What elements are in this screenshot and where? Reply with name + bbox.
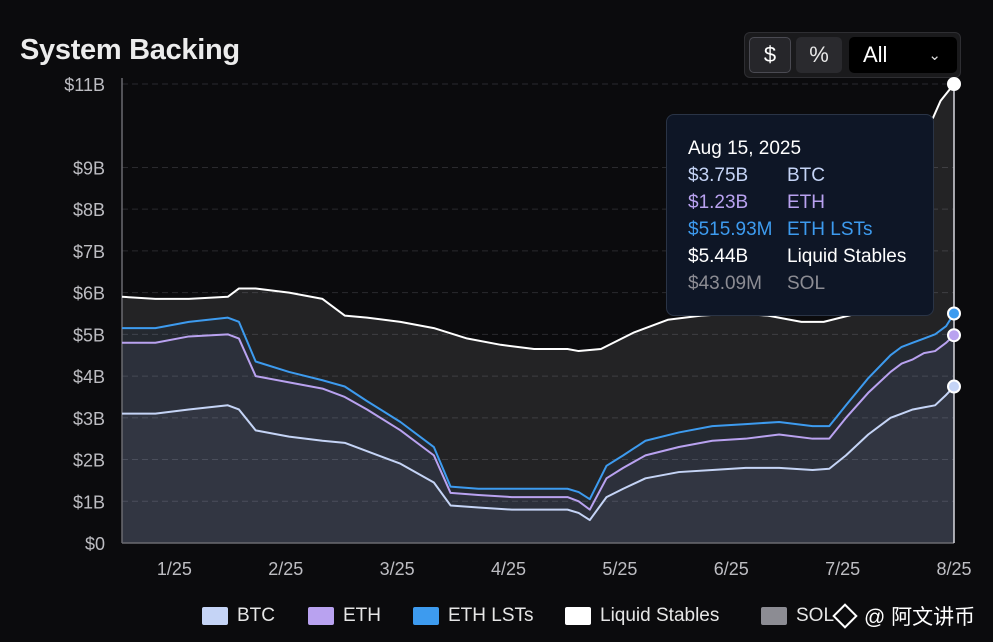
tooltip-label: ETH [787, 192, 825, 213]
x-tick-label: 4/25 [491, 559, 526, 579]
series-line-eth-lsts [122, 312, 955, 501]
y-tick-label: $2B [73, 451, 105, 471]
tooltip-row: $1.23B ETH [688, 192, 825, 214]
chart-controls: $ % All ⌄ [744, 32, 961, 78]
time-range-label: All [863, 42, 888, 67]
hover-point-eth [947, 328, 961, 343]
series-area-eth [122, 334, 954, 543]
y-tick-label: $3B [73, 409, 105, 429]
legend-swatch [761, 607, 787, 625]
tooltip-value: $3.75B [688, 165, 749, 186]
series-area-liquid-stables [122, 84, 954, 543]
watermark: @ 阿文讲币 [832, 602, 976, 630]
x-tick-label: 7/25 [825, 559, 860, 579]
binance-logo-icon [832, 603, 858, 629]
tooltip-row: $43.09M SOL [688, 273, 825, 295]
chart-legend: BTC ETH ETH LSTs Liquid Stables SOL [0, 602, 993, 630]
x-tick-label: 3/25 [380, 559, 415, 579]
tooltip-value: $515.93M [688, 219, 773, 240]
y-tick-label: $0 [85, 534, 105, 554]
legend-item-sol[interactable]: SOL [761, 602, 834, 630]
tooltip-row: $515.93M ETH LSTs [688, 219, 873, 241]
chevron-down-icon: ⌄ [928, 47, 941, 64]
legend-swatch [565, 607, 591, 625]
tooltip-label: SOL [787, 273, 826, 294]
tooltip-row: $5.44B Liquid Stables [688, 246, 906, 268]
legend-label: ETH [343, 605, 381, 626]
system-backing-chart[interactable]: $0 $1B $2B $3B $4B $5B $6B $7B $8B $9B $11B 1/25 2/2… [0, 0, 993, 600]
y-tick-label: $5B [73, 325, 105, 345]
y-tick-label: $11B [64, 75, 105, 95]
tooltip-label: BTC [787, 165, 825, 186]
series-area-eth-lsts [122, 313, 954, 543]
hover-point-eth-lsts [947, 306, 961, 321]
x-tick-label: 2/25 [268, 559, 303, 579]
x-tick-label: 1/25 [157, 559, 192, 579]
legend-label: BTC [237, 605, 275, 626]
legend-label: Liquid Stables [600, 605, 720, 626]
page-title: System Backing [20, 34, 240, 66]
legend-item-btc[interactable]: BTC [202, 602, 275, 630]
tooltip-value: $43.09M [688, 273, 762, 294]
tooltip-value: $1.23B [688, 192, 749, 213]
hover-point-liquid-stables [947, 77, 961, 91]
legend-swatch [202, 607, 228, 625]
tooltip-value: $5.44B [688, 246, 749, 267]
legend-item-eth-lsts[interactable]: ETH LSTs [413, 602, 534, 630]
x-tick-label: 6/25 [714, 559, 749, 579]
legend-item-eth[interactable]: ETH [308, 602, 381, 630]
legend-label: ETH LSTs [448, 605, 534, 626]
y-tick-label: $7B [73, 242, 105, 262]
x-tick-label: 8/25 [936, 559, 971, 579]
y-tick-label: $8B [73, 200, 105, 220]
series-line-btc [122, 385, 955, 522]
legend-swatch [308, 607, 334, 625]
legend-item-liquid-stables[interactable]: Liquid Stables [565, 602, 719, 630]
y-tick-label: $4B [73, 367, 105, 387]
legend-swatch [413, 607, 439, 625]
y-tick-label: $6B [73, 284, 105, 304]
x-tick-label: 5/25 [602, 559, 637, 579]
chart-tooltip: Aug 15, 2025 $3.75B BTC $1.23B ETH $515.93M E… [666, 114, 934, 316]
percent-toggle-button[interactable]: % [796, 37, 842, 73]
tooltip-label: ETH LSTs [787, 219, 873, 240]
legend-label: SOL [796, 605, 835, 626]
currency-toggle-button[interactable]: $ [749, 37, 791, 73]
hover-point-btc [947, 379, 961, 394]
series-line-eth [122, 333, 955, 511]
series-area-btc [122, 386, 954, 543]
y-tick-label: $9B [73, 158, 105, 178]
tooltip-row: $3.75B BTC [688, 165, 825, 187]
tooltip-date: Aug 15, 2025 [688, 138, 802, 159]
y-tick-label: $1B [73, 492, 105, 512]
tooltip-label: Liquid Stables [787, 246, 907, 267]
time-range-select[interactable]: All ⌄ [849, 37, 957, 73]
watermark-text: @ 阿文讲币 [864, 606, 976, 629]
